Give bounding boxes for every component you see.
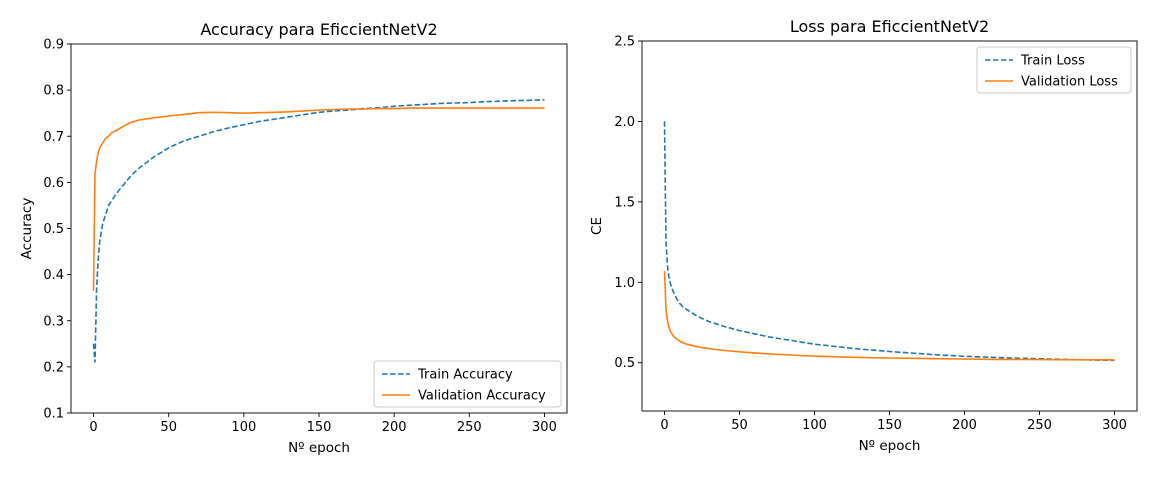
x-tick-label: 50 (160, 420, 177, 435)
series-line-validation-loss (663, 270, 1115, 361)
x-tick-label: 200 (952, 418, 977, 433)
y-tick-label: 1.0 (614, 276, 635, 291)
x-tick-label: 300 (532, 420, 557, 435)
y-tick-label: 2.5 (614, 35, 635, 50)
chart-title: Accuracy para EficcientNetV2 (200, 20, 437, 39)
legend: Train Loss Validation Loss (976, 46, 1132, 94)
chart-title: Loss para EficcientNetV2 (790, 17, 989, 36)
legend-box (976, 46, 1132, 94)
y-tick-label: 0.6 (43, 176, 64, 191)
y-tick-label: 0.8 (43, 84, 64, 99)
y-tick-label: 0.5 (43, 222, 64, 237)
x-tick-label: 0 (89, 420, 97, 435)
y-tick-label: 0.9 (43, 38, 64, 53)
x-tick-label: 250 (1027, 418, 1052, 433)
y-tick-label: 0.5 (614, 356, 635, 371)
x-tick-label: 250 (457, 420, 482, 435)
legend-label: Validation Loss (1021, 75, 1118, 90)
loss-chart: 0 50 100 150 200 250 300 0.5 1.0 1.5 2.0 2.5 Loss pa… (589, 17, 1138, 454)
y-tick-label: 1.5 (614, 195, 635, 210)
accuracy-chart: 0 50 100 150 200 250 300 0.1 0.2 0.3 0.4 0.5 0.6 0.7 0… (19, 20, 568, 456)
y-tick-label: 0.1 (43, 407, 64, 422)
y-axis-label: Accuracy (19, 198, 35, 260)
legend-label: Validation Accuracy (418, 389, 546, 404)
series-line-train-loss (663, 121, 1115, 362)
legend: Train Accuracy Validation Accuracy (373, 360, 562, 408)
x-tick-label: 150 (307, 420, 332, 435)
x-tick-label: 150 (877, 418, 902, 433)
y-tick-label: 2.0 (614, 115, 635, 130)
legend-label: Train Loss (1020, 54, 1085, 69)
x-axis-label: Nº epoch (288, 440, 350, 456)
y-tick-label: 0.3 (43, 314, 64, 329)
legend-box (373, 360, 562, 408)
x-axis-label: Nº epoch (859, 438, 921, 454)
x-tick-label: 50 (731, 418, 748, 433)
x-tick-label: 0 (660, 418, 668, 433)
y-tick-label: 0.4 (43, 268, 64, 283)
series-line-validation-accuracy (92, 107, 545, 291)
y-tick-label: 0.2 (43, 360, 64, 375)
x-tick-label: 200 (382, 420, 407, 435)
legend-label: Train Accuracy (417, 368, 513, 383)
y-tick-label: 0.7 (43, 130, 64, 145)
series-line-train-accuracy (92, 99, 545, 363)
y-axis-label: CE (589, 217, 605, 235)
x-tick-label: 300 (1102, 418, 1127, 433)
x-tick-label: 100 (802, 418, 827, 433)
x-tick-label: 100 (231, 420, 256, 435)
